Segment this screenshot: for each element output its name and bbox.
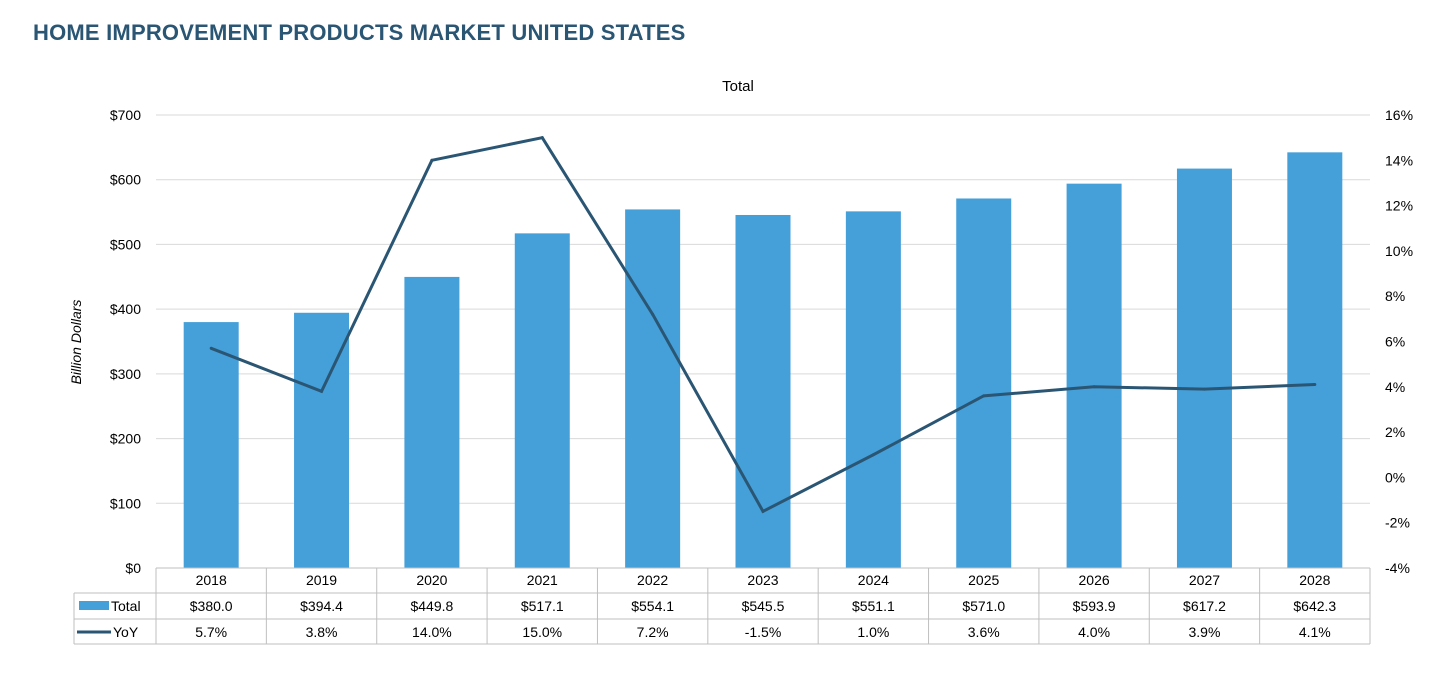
y2-tick-label: 16% [1385,107,1413,123]
y-tick-label: $600 [110,172,141,188]
y2-tick-label: -4% [1385,560,1410,576]
table-cell-total: $545.5 [742,598,785,614]
y-tick-label: $400 [110,301,141,317]
table-cell-yoy: 1.0% [857,624,889,640]
table-cell-yoy: 5.7% [195,624,227,640]
table-cell-total: $593.9 [1073,598,1116,614]
line-point [320,389,324,393]
line-point [430,158,434,162]
table-cell-yoy: 15.0% [522,624,562,640]
bar-series [183,152,1343,569]
table-cell-total: $517.1 [521,598,564,614]
table-cell-yoy: -1.5% [745,624,782,640]
y2-tick-label: 8% [1385,288,1405,304]
bar [1287,152,1343,568]
y2-tick-label: 4% [1385,379,1405,395]
x-tick-label: 2024 [858,572,889,588]
bar [735,214,791,568]
y-tick-label: $700 [110,107,141,123]
bar [183,322,239,568]
legend-swatch-total [79,601,109,610]
line-series [209,135,1317,514]
line-point [871,453,875,457]
data-table: 2018 2019 2020 2021 2022 2023 2024 2025 2026 2027… [73,568,1371,645]
x-tick-label: 2026 [1079,572,1110,588]
table-cell-yoy: 3.9% [1188,624,1220,640]
table-cell-total: $449.8 [410,598,453,614]
table-cell-total: $551.1 [852,598,895,614]
table-cell-total: $554.1 [631,598,674,614]
table-cell-total: $380.0 [190,598,233,614]
line-point [651,312,655,316]
table-cell-yoy: 3.8% [306,624,338,640]
x-tick-label: 2020 [416,572,447,588]
x-tick-label: 2021 [527,572,558,588]
line-point [761,509,765,513]
y2-tick-label: -2% [1385,515,1410,531]
line-point [209,346,213,350]
y-tick-label: $0 [125,560,141,576]
y2-tick-label: 2% [1385,424,1405,440]
table-cell-yoy: 4.1% [1299,624,1331,640]
x-tick-label: 2023 [747,572,778,588]
y2-tick-label: 10% [1385,243,1413,259]
legend-label-total: Total [111,598,141,614]
bar [956,198,1012,568]
table-cell-yoy: 14.0% [412,624,452,640]
bar [625,209,681,568]
line-point [1092,385,1096,389]
y2-tick-label: 14% [1385,152,1413,168]
table-cell-total: $571.0 [962,598,1005,614]
page-title: HOME IMPROVEMENT PRODUCTS MARKET UNITED … [33,20,686,45]
bar [404,276,460,568]
x-tick-label: 2025 [968,572,999,588]
chart-subtitle: Total [722,78,754,95]
axes: $0 $100 $200 $300 $400 $500 $600 $700 -4% -2% 0% 2%… [110,107,1413,576]
bar [1066,183,1122,568]
table-cell-total: $394.4 [300,598,343,614]
y-tick-label: $500 [110,236,141,252]
table-cell-total: $617.2 [1183,598,1226,614]
table-cell-yoy: 7.2% [637,624,669,640]
line-point [1202,387,1206,391]
x-tick-label: 2028 [1299,572,1330,588]
y-axis-label: Billion Dollars [68,300,84,385]
x-tick-label: 2022 [637,572,668,588]
x-tick-label: 2018 [196,572,227,588]
y-tick-label: $300 [110,366,141,382]
x-tick-label: 2027 [1189,572,1220,588]
table-cell-total: $642.3 [1293,598,1336,614]
legend-label-yoy: YoY [113,624,139,640]
y2-tick-label: 0% [1385,469,1405,485]
bar [514,233,570,568]
x-tick-label: 2019 [306,572,337,588]
bar [845,211,901,569]
y-tick-label: $200 [110,431,141,447]
y2-tick-label: 12% [1385,198,1413,214]
line-point [982,394,986,398]
bar [1176,168,1232,568]
y2-tick-label: 6% [1385,334,1405,350]
line-point [1313,383,1317,387]
table-cell-yoy: 4.0% [1078,624,1110,640]
line-point [540,136,544,140]
y-tick-label: $100 [110,495,141,511]
table-cell-yoy: 3.6% [968,624,1000,640]
